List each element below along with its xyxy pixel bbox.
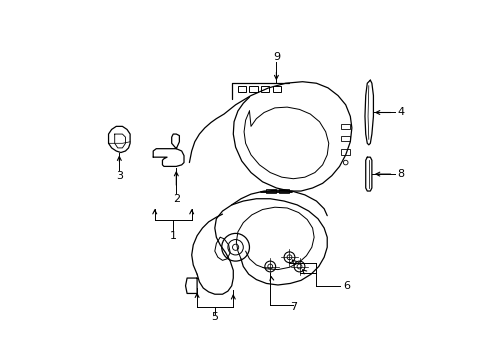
Text: 3: 3 xyxy=(116,171,122,181)
Bar xyxy=(249,86,257,93)
Bar xyxy=(272,86,281,93)
Text: 2: 2 xyxy=(172,194,180,204)
Text: 8: 8 xyxy=(397,169,404,179)
Bar xyxy=(341,124,349,130)
Bar xyxy=(266,189,275,193)
Bar xyxy=(261,86,269,93)
Text: 7: 7 xyxy=(289,302,296,312)
Text: 9: 9 xyxy=(272,52,280,62)
Bar xyxy=(238,86,246,93)
Bar xyxy=(341,136,349,141)
Bar xyxy=(341,149,349,155)
Text: 1: 1 xyxy=(169,231,176,241)
Text: 4: 4 xyxy=(397,108,404,117)
Text: 5: 5 xyxy=(211,312,218,322)
Bar xyxy=(279,189,288,193)
Text: 6: 6 xyxy=(343,281,350,291)
